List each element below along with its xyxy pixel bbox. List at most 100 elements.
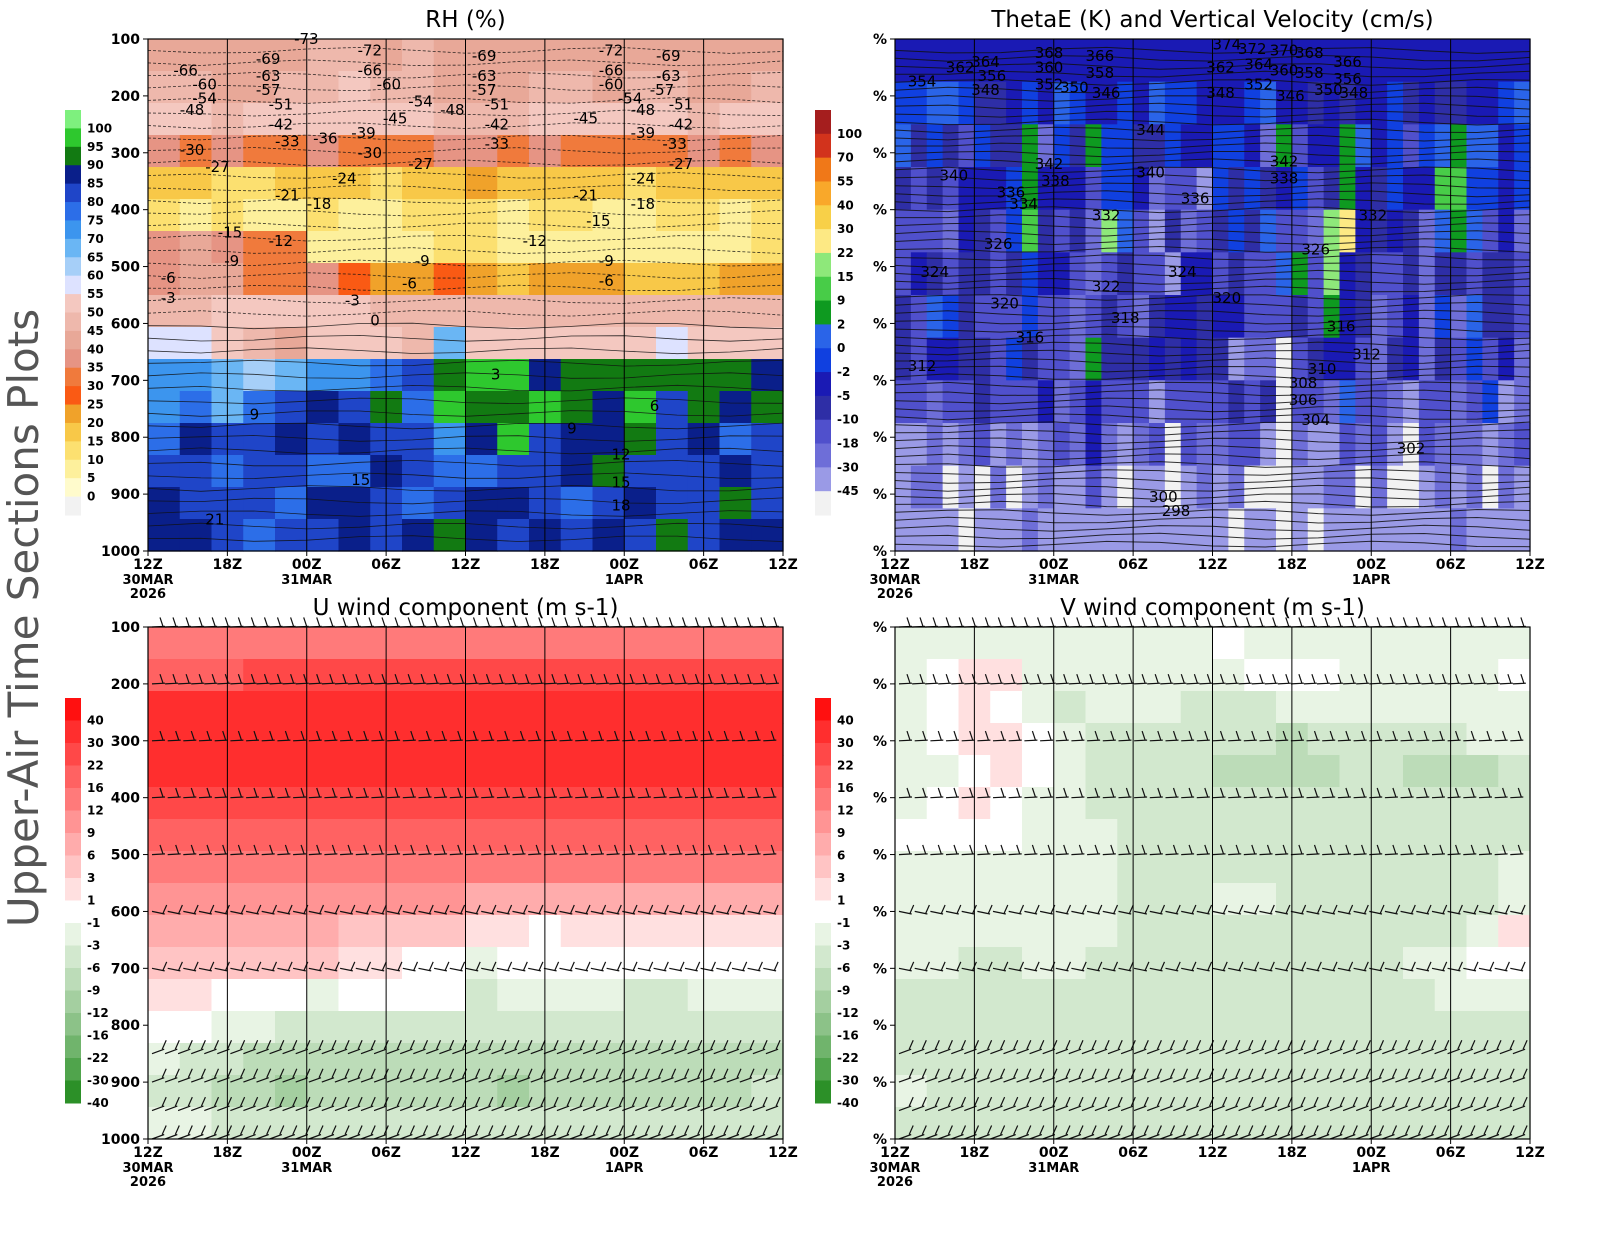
wind-barb-feather	[410, 730, 415, 741]
wind-barb-shaft	[1460, 1133, 1474, 1140]
wind-barb-shaft	[977, 1077, 990, 1083]
heatmap-cell	[1371, 252, 1388, 296]
wind-barb-shaft	[1460, 682, 1474, 685]
wind-barb-shaft	[684, 739, 698, 742]
heatmap-cell	[497, 979, 530, 1012]
wind-barb-shaft	[183, 739, 197, 742]
heatmap-cell	[624, 723, 657, 756]
contour-label: -63	[256, 67, 281, 85]
wind-barb-shaft	[556, 1077, 570, 1083]
wind-barb-feather	[370, 1125, 376, 1135]
wind-barb-feather	[441, 787, 446, 798]
wind-barb-shaft	[418, 853, 432, 856]
wind-barb-shaft	[308, 1077, 322, 1083]
heatmap-cell	[148, 947, 181, 980]
wind-barb-feather	[1232, 674, 1238, 684]
wind-barb-feather	[953, 730, 958, 741]
heatmap-cell	[592, 851, 625, 884]
wind-barb-shaft	[608, 1048, 622, 1055]
heatmap-cell	[1037, 295, 1055, 339]
wind-barb-shaft	[308, 739, 322, 742]
heatmap-cell	[433, 627, 467, 660]
wind-barb-shaft	[165, 682, 179, 685]
wind-barb-feather	[488, 1125, 494, 1135]
heatmap-cell	[243, 659, 276, 692]
heatmap-cell	[1149, 167, 1166, 211]
wind-barb-feather	[331, 787, 336, 798]
heatmap-cell	[592, 39, 625, 72]
heatmap-cell	[1339, 723, 1372, 756]
heatmap-cell	[275, 423, 308, 456]
heatmap-cell	[306, 659, 340, 692]
heatmap-cell	[656, 167, 689, 200]
heatmap-cell	[1196, 295, 1214, 339]
wind-barb-feather	[723, 844, 728, 855]
wind-barb-feather	[1169, 1096, 1176, 1107]
heatmap-cell	[1244, 124, 1261, 168]
wind-barb-feather	[566, 730, 572, 741]
colorbar-label: 70	[87, 232, 104, 246]
heatmap-cell	[1450, 337, 1468, 381]
wind-barb-feather	[504, 730, 509, 741]
wind-barb-feather	[161, 1096, 167, 1107]
wind-barb-shaft	[635, 1133, 648, 1140]
wind-barb-feather	[161, 1068, 167, 1078]
wind-barb-feather	[1144, 961, 1150, 972]
heatmap-cell	[1355, 167, 1372, 211]
heatmap-cell	[497, 39, 530, 72]
heatmap-cell	[1006, 380, 1023, 424]
wind-barb-feather	[960, 1096, 967, 1107]
wind-barb-shaft	[1460, 1105, 1474, 1112]
wind-barb-feather	[984, 674, 989, 684]
heatmap-cell	[1212, 627, 1245, 660]
wind-barb-feather	[671, 1125, 677, 1135]
wind-barb-feather	[329, 617, 334, 627]
heatmap-cell	[148, 327, 181, 360]
wind-barb-shaft	[426, 682, 440, 685]
contour-label: -30	[180, 141, 205, 159]
wind-barb-feather	[237, 674, 242, 684]
wind-barb-shaft	[387, 796, 401, 799]
wind-barb-feather	[1182, 1096, 1189, 1107]
colorbar-swatch	[65, 128, 81, 148]
heatmap-cell	[751, 659, 784, 692]
heatmap-cell	[1164, 124, 1182, 168]
wind-barb-feather	[969, 844, 974, 855]
heatmap-cell	[179, 391, 213, 424]
wind-barb-shaft	[635, 1105, 648, 1112]
wind-barb-shaft	[371, 739, 385, 742]
wind-barb-feather	[694, 617, 700, 627]
wind-barb-shaft	[1316, 1105, 1330, 1112]
wind-barb-feather	[1219, 844, 1225, 855]
heatmap-cell	[1228, 423, 1245, 467]
heatmap-cell	[433, 167, 467, 200]
wind-barb-feather	[1378, 1096, 1385, 1107]
heatmap-cell	[1053, 1011, 1087, 1044]
y-tick-label: 1000	[101, 1132, 140, 1148]
wind-barb-shaft	[334, 682, 348, 685]
wind-barb-feather	[1365, 1068, 1371, 1078]
heatmap-cell	[1180, 380, 1198, 424]
heatmap-cell	[560, 979, 594, 1012]
wind-barb-shaft	[951, 1077, 964, 1083]
heatmap-cell	[592, 691, 625, 724]
wind-barb-shaft	[1329, 1048, 1343, 1055]
wind-barb-feather	[671, 1039, 677, 1050]
wind-barb-feather	[1251, 844, 1256, 855]
wind-barb-feather	[922, 844, 927, 855]
heatmap-cell	[1037, 209, 1055, 253]
wind-barb-feather	[276, 617, 282, 627]
heatmap-cell	[1371, 659, 1404, 692]
wind-barb-feather	[381, 674, 386, 684]
heatmap-cell	[1085, 979, 1118, 1012]
heatmap-cell	[306, 455, 340, 488]
heatmap-cell	[1244, 295, 1261, 339]
heatmap-cell	[1022, 819, 1055, 852]
wind-barb-feather	[755, 730, 760, 741]
contour-label: -60	[192, 76, 217, 94]
wind-barb-feather	[1313, 730, 1319, 741]
heatmap-cell	[402, 231, 435, 264]
wind-barb-shaft	[1055, 796, 1069, 799]
wind-barb-feather	[945, 674, 950, 684]
wind-barb-feather	[684, 1039, 690, 1050]
